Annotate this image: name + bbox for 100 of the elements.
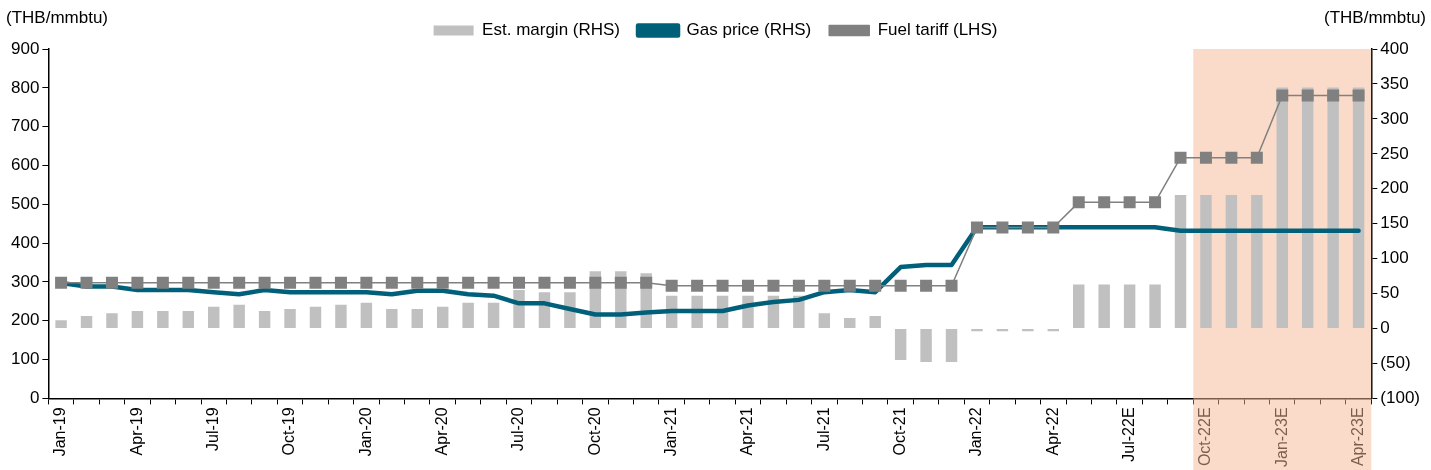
- point: [385, 276, 398, 289]
- point: [1250, 151, 1263, 164]
- y2-tick-label: 100: [1380, 248, 1409, 268]
- bar: [1327, 87, 1339, 329]
- point: [1352, 89, 1365, 102]
- y2-tick-label: (50): [1380, 353, 1411, 373]
- point: [563, 276, 576, 289]
- point: [1199, 151, 1212, 164]
- bar: [360, 302, 373, 329]
- y2-tick-label: 400: [1380, 38, 1409, 58]
- y2-tick-label: 50: [1380, 283, 1400, 303]
- y2-axis-title: (THB/mmbtu): [1324, 7, 1426, 27]
- x-tick-label: Apr-21: [738, 407, 756, 456]
- y2-tick-label: 0: [1380, 318, 1390, 338]
- point: [869, 279, 882, 292]
- bar: [818, 313, 831, 329]
- y-tick-label: 700: [10, 116, 40, 136]
- point: [436, 276, 449, 289]
- point: [894, 279, 907, 292]
- y-tick-label: 400: [10, 232, 40, 252]
- point: [309, 276, 322, 289]
- legend-label: Est. margin (RHS): [482, 20, 621, 40]
- x-tick-label: Oct-20: [585, 407, 603, 456]
- legend-label: Fuel tariff (LHS): [877, 20, 998, 40]
- point: [589, 276, 602, 289]
- point: [233, 276, 246, 289]
- point: [1123, 196, 1136, 209]
- bar: [309, 306, 322, 329]
- y2-tick-label: 150: [1380, 213, 1409, 233]
- y-tick-label: 0: [29, 388, 40, 408]
- point: [487, 276, 500, 289]
- point: [1047, 221, 1060, 234]
- y2-tick-label: 250: [1380, 143, 1409, 163]
- bar: [284, 308, 296, 329]
- y-tick-label: 800: [10, 77, 40, 97]
- bar: [258, 311, 271, 329]
- y-tick-label: 900: [10, 38, 40, 58]
- x-tick-label: Jul-20: [509, 407, 527, 451]
- point: [538, 276, 551, 289]
- bar: [1251, 195, 1263, 329]
- bar: [1225, 195, 1238, 329]
- bar: [1149, 284, 1161, 329]
- point: [1149, 196, 1162, 209]
- bar: [386, 308, 398, 329]
- bar: [80, 315, 93, 329]
- point: [1276, 89, 1289, 102]
- point: [970, 221, 983, 234]
- bar: [920, 329, 932, 363]
- point: [792, 279, 805, 292]
- x-tick-label: Jan-21: [662, 407, 680, 457]
- point: [843, 279, 856, 292]
- point: [1174, 151, 1187, 164]
- x-tick-label: Jan-19: [51, 407, 69, 457]
- point: [513, 276, 526, 289]
- point: [996, 221, 1009, 234]
- x-tick-label: Jul-22E: [1120, 407, 1138, 462]
- x-tick-label: Jan-22: [967, 407, 985, 457]
- point: [334, 276, 347, 289]
- bar: [971, 329, 983, 332]
- point: [640, 276, 653, 289]
- point: [131, 276, 144, 289]
- bar: [182, 311, 195, 329]
- x-tick-label: Jul-21: [814, 407, 832, 451]
- y2-tick-label: 300: [1380, 108, 1409, 128]
- point: [614, 276, 627, 289]
- point: [105, 276, 118, 289]
- point: [80, 276, 93, 289]
- point: [462, 276, 475, 289]
- x-tick-label: Apr-22: [1043, 407, 1061, 456]
- point: [691, 279, 704, 292]
- y-tick-label: 300: [10, 271, 40, 291]
- bar: [1174, 195, 1187, 329]
- point: [716, 279, 729, 292]
- bar: [1352, 87, 1365, 329]
- point: [411, 276, 424, 289]
- bar: [157, 311, 169, 329]
- point: [1327, 89, 1340, 102]
- point: [1021, 221, 1034, 234]
- bar: [894, 329, 907, 360]
- bar: [869, 315, 881, 329]
- x-tick-label: Oct-21: [891, 407, 909, 456]
- bar: [233, 304, 245, 329]
- y2-tick-label: 200: [1380, 178, 1409, 198]
- point: [182, 276, 195, 289]
- bar: [208, 306, 220, 329]
- y2-tick-label: (100): [1380, 388, 1420, 408]
- point: [818, 279, 831, 292]
- bar: [335, 304, 347, 329]
- x-tick-label: Apr-23E: [1349, 407, 1366, 467]
- bar: [945, 329, 958, 363]
- point: [767, 279, 780, 292]
- point: [945, 279, 958, 292]
- bar: [55, 320, 67, 329]
- point: [156, 276, 169, 289]
- bar: [411, 308, 423, 329]
- y-tick-label: 100: [10, 349, 40, 369]
- y2-tick-label: 350: [1380, 73, 1409, 93]
- y-tick-label: 600: [10, 155, 40, 175]
- point: [284, 276, 297, 289]
- y-tick-label: 200: [10, 310, 40, 330]
